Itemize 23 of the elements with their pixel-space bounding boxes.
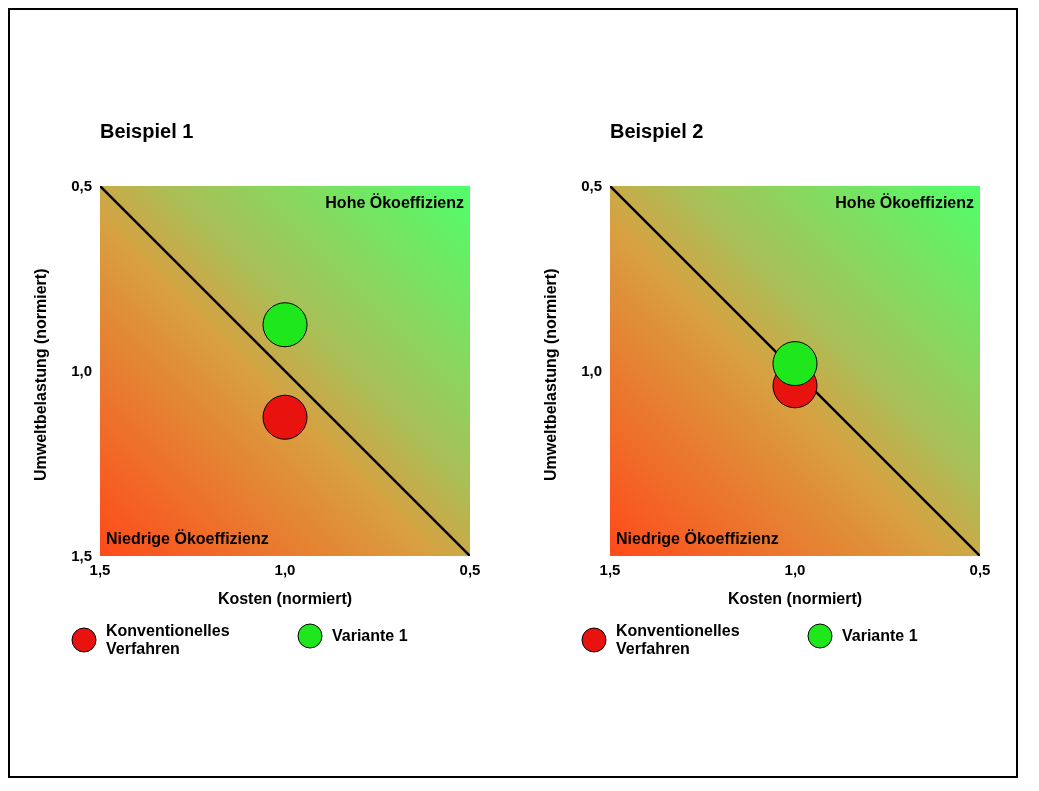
annotation: Hohe Ökoeffizienz bbox=[835, 194, 974, 212]
chart-title: Beispiel 1 bbox=[100, 120, 195, 144]
x-tick-label: 0,5 bbox=[459, 560, 481, 578]
x-tick-label: 0,5 bbox=[969, 560, 991, 578]
chart-title: Beispiel 2 bbox=[610, 120, 705, 144]
y-tick-label: 0,5 bbox=[71, 177, 92, 195]
y-axis-title: Umweltbelastung (normiert) bbox=[31, 268, 49, 481]
legend-label: Variante 1 bbox=[842, 627, 918, 645]
legend-label: Variante 1 bbox=[332, 627, 408, 645]
y-tick-label: 1,5 bbox=[71, 547, 92, 565]
x-axis-title: Kosten (normiert) bbox=[727, 590, 863, 607]
annotation: Hohe Ökoeffizienz bbox=[325, 194, 464, 212]
legend-label: Konventionelles Verfahren bbox=[106, 622, 231, 658]
annotation: Niedrige Ökoeffizienz bbox=[616, 530, 779, 548]
x-tick-label: 1,0 bbox=[274, 560, 296, 578]
y-tick-label: 1,0 bbox=[71, 362, 92, 380]
x-tick-label: 1,5 bbox=[599, 560, 621, 578]
x-tick-label: 1,5 bbox=[89, 560, 111, 578]
annotation: Niedrige Ökoeffizienz bbox=[106, 530, 269, 548]
y-axis-title: Umweltbelastung (normiert) bbox=[541, 268, 559, 481]
x-axis-title: Kosten (normiert) bbox=[217, 590, 353, 607]
x-tick-label: 1,0 bbox=[784, 560, 806, 578]
legend-label: Konventionelles Verfahren bbox=[616, 622, 741, 658]
